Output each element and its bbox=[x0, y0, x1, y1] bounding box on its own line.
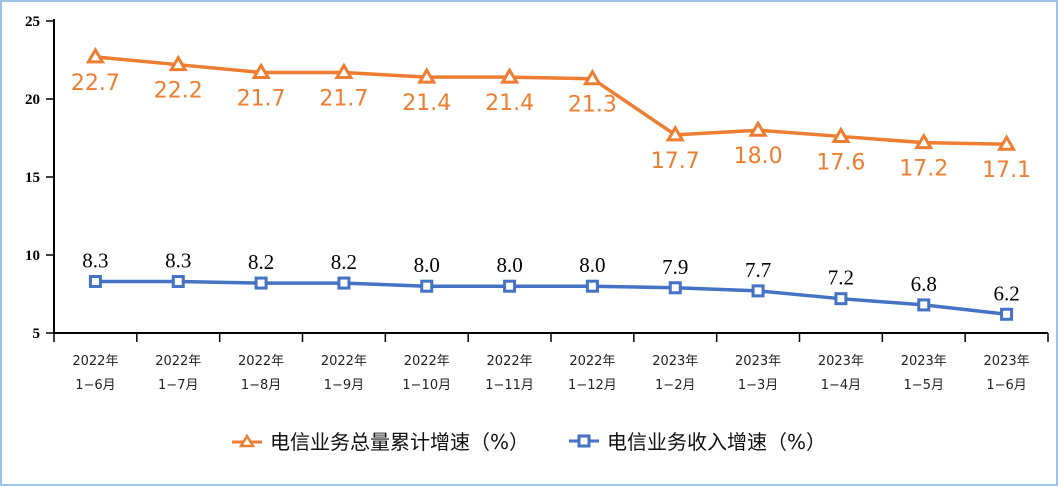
y-tick-label: 20 bbox=[25, 92, 40, 108]
x-tick-label: 2023年 bbox=[735, 354, 781, 369]
data-label: 18.0 bbox=[734, 144, 783, 169]
triangle-marker bbox=[251, 62, 271, 79]
legend-label: 电信业务总量累计增速（%） bbox=[269, 430, 529, 454]
data-label: 17.7 bbox=[651, 149, 700, 174]
data-label: 8.0 bbox=[414, 253, 440, 277]
x-tick-label: 1−7月 bbox=[158, 378, 198, 393]
x-tick-label: 1−3月 bbox=[738, 378, 778, 393]
square-marker bbox=[668, 281, 682, 295]
square-marker-icon bbox=[569, 434, 599, 447]
x-tick-label: 2023年 bbox=[652, 354, 698, 369]
square-marker bbox=[503, 279, 517, 293]
triangle-marker bbox=[996, 134, 1017, 151]
data-label: 21.7 bbox=[237, 86, 286, 111]
data-label: 21.7 bbox=[319, 86, 368, 111]
data-label: 7.7 bbox=[745, 258, 771, 282]
x-tick-label: 2022年 bbox=[569, 354, 615, 369]
x-tick-label: 1−11月 bbox=[485, 378, 534, 393]
x-tick-label: 1−2月 bbox=[655, 378, 695, 393]
triangle-marker bbox=[85, 46, 106, 64]
triangle-marker bbox=[417, 67, 437, 84]
x-tick-label: 1−8月 bbox=[241, 378, 281, 393]
data-label: 8.3 bbox=[82, 249, 108, 273]
legend-item-total: 电信业务总量累计增速（%） bbox=[231, 426, 529, 455]
square-marker bbox=[88, 275, 102, 289]
triangle-marker bbox=[665, 124, 685, 142]
square-marker bbox=[585, 279, 599, 293]
data-label: 7.9 bbox=[662, 255, 688, 279]
y-tick-label: 15 bbox=[25, 170, 40, 186]
data-label: 8.2 bbox=[331, 250, 357, 274]
data-label: 8.0 bbox=[496, 253, 522, 277]
square-marker bbox=[1000, 307, 1014, 321]
x-tick-label: 2022年 bbox=[155, 354, 201, 369]
x-tick-label: 1−9月 bbox=[324, 378, 364, 393]
legend-label: 电信业务收入增速（%） bbox=[607, 430, 827, 454]
x-tick-label: 2022年 bbox=[238, 354, 284, 369]
data-label: 8.0 bbox=[579, 253, 605, 277]
legend: 电信业务总量累计增速（%） 电信业务收入增速（%） bbox=[2, 426, 1056, 455]
data-label: 21.4 bbox=[485, 91, 534, 116]
x-tick-label: 1−5月 bbox=[904, 378, 944, 393]
square-marker bbox=[420, 279, 434, 293]
x-tick-label: 2022年 bbox=[321, 354, 367, 369]
data-label: 7.2 bbox=[828, 266, 854, 290]
triangle-marker bbox=[499, 67, 520, 84]
triangle-marker bbox=[168, 54, 188, 72]
data-label: 6.2 bbox=[993, 281, 1019, 305]
data-label: 6.8 bbox=[911, 272, 937, 296]
square-marker bbox=[171, 275, 185, 289]
data-label: 17.6 bbox=[816, 150, 865, 175]
triangle-marker bbox=[582, 68, 603, 86]
x-tick-label: 2022年 bbox=[404, 354, 450, 369]
x-tick-label: 1−6月 bbox=[986, 378, 1026, 393]
x-tick-label: 2023年 bbox=[818, 354, 864, 369]
triangle-marker bbox=[748, 120, 768, 137]
data-label: 8.3 bbox=[165, 249, 191, 273]
x-tick-label: 2023年 bbox=[984, 354, 1030, 369]
series-line bbox=[95, 55, 1007, 146]
triangle-marker-icon bbox=[231, 433, 262, 447]
y-tick-label: 5 bbox=[33, 326, 41, 342]
x-tick-label: 2023年 bbox=[901, 354, 947, 369]
x-tick-label: 1−10月 bbox=[402, 378, 451, 393]
data-label: 17.1 bbox=[982, 158, 1031, 183]
triangle-marker bbox=[914, 132, 934, 150]
y-tick-label: 25 bbox=[25, 14, 40, 30]
legend-item-revenue: 电信业务收入增速（%） bbox=[569, 426, 826, 455]
triangle-marker bbox=[334, 62, 354, 79]
data-label: 22.2 bbox=[154, 79, 203, 104]
data-label: 21.3 bbox=[568, 93, 617, 118]
data-label: 22.7 bbox=[71, 71, 120, 96]
square-marker bbox=[834, 292, 848, 306]
series-line bbox=[95, 279, 1007, 317]
square-marker bbox=[254, 276, 268, 290]
square-marker bbox=[751, 284, 765, 298]
x-tick-label: 1−12月 bbox=[568, 378, 617, 393]
data-label: 17.2 bbox=[899, 157, 948, 182]
square-marker bbox=[917, 298, 931, 312]
x-tick-label: 2022年 bbox=[487, 354, 533, 369]
triangle-marker bbox=[831, 126, 851, 143]
y-tick-label: 10 bbox=[25, 248, 40, 264]
line-chart: 5 10 15 20 25 2022年 1−6月 2022年 1−7月 2022年 1−8月 2022… bbox=[25, 14, 1049, 393]
x-tick-label: 1−6月 bbox=[75, 378, 115, 393]
square-marker bbox=[337, 276, 351, 290]
x-tick-label: 2022年 bbox=[72, 354, 118, 369]
x-tick-label: 1−4月 bbox=[821, 378, 861, 393]
data-label: 8.2 bbox=[248, 250, 274, 274]
data-label: 21.4 bbox=[402, 91, 451, 116]
